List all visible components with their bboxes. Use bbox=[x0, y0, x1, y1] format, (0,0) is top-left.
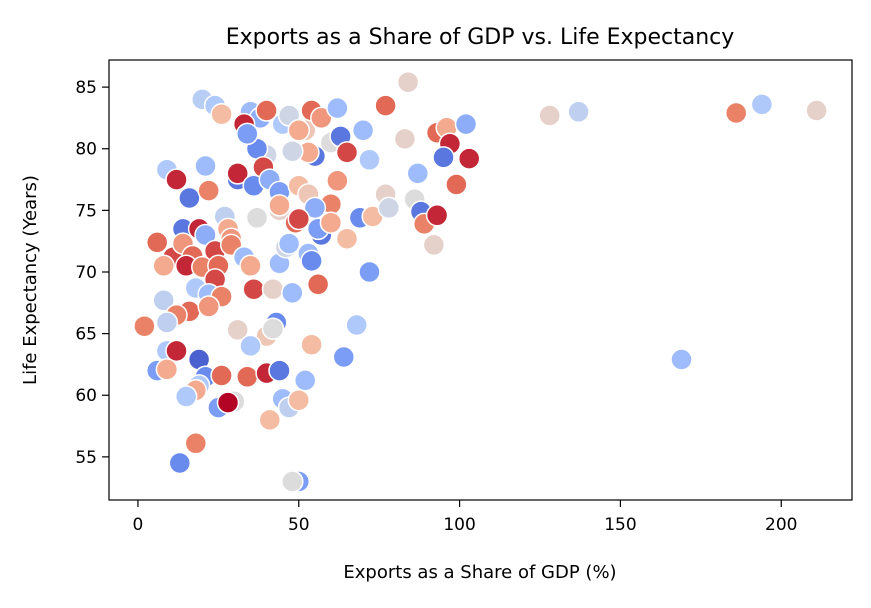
data-point bbox=[319, 211, 343, 234]
y-tick-label: 70 bbox=[75, 263, 97, 283]
data-point bbox=[155, 311, 179, 334]
y-tick-label: 60 bbox=[75, 386, 97, 406]
y-tick-label: 85 bbox=[75, 78, 97, 98]
data-point bbox=[165, 168, 188, 191]
data-point bbox=[268, 194, 291, 217]
data-point bbox=[351, 119, 375, 142]
x-tick-label: 0 bbox=[133, 515, 144, 535]
points-layer bbox=[133, 70, 828, 493]
data-point bbox=[335, 227, 359, 250]
y-axis-ticks: 55 60 65 70 75 80 85 bbox=[75, 78, 109, 468]
x-tick-label: 50 bbox=[288, 515, 310, 535]
data-point bbox=[174, 385, 198, 408]
data-point bbox=[152, 289, 175, 312]
data-point bbox=[210, 364, 233, 387]
data-point bbox=[197, 295, 220, 318]
y-tick-label: 80 bbox=[75, 140, 97, 160]
data-point bbox=[281, 139, 304, 163]
data-point bbox=[425, 204, 449, 227]
data-point bbox=[197, 179, 220, 202]
data-point bbox=[377, 196, 401, 220]
y-tick-label: 65 bbox=[75, 325, 97, 345]
data-point bbox=[194, 154, 217, 178]
data-point bbox=[293, 369, 317, 392]
data-point bbox=[145, 231, 169, 254]
data-point bbox=[805, 99, 828, 122]
data-point bbox=[281, 281, 304, 305]
data-point bbox=[261, 317, 285, 340]
data-point bbox=[358, 148, 381, 172]
axes-frame bbox=[108, 59, 853, 501]
data-point bbox=[326, 96, 349, 120]
data-point bbox=[226, 162, 249, 185]
y-tick-label: 55 bbox=[75, 448, 97, 468]
x-tick-label: 200 bbox=[765, 515, 797, 535]
data-point bbox=[236, 365, 259, 389]
data-point bbox=[393, 127, 417, 151]
data-point bbox=[332, 345, 356, 369]
data-point bbox=[538, 104, 561, 127]
data-point bbox=[445, 173, 468, 196]
data-point bbox=[406, 162, 430, 185]
data-point bbox=[242, 277, 265, 301]
x-axis-label: Exports as a Share of GDP (%) bbox=[343, 562, 616, 583]
x-tick-label: 100 bbox=[443, 515, 475, 535]
data-point bbox=[184, 432, 208, 455]
data-point bbox=[168, 451, 192, 475]
data-point bbox=[300, 249, 323, 273]
data-point bbox=[300, 333, 323, 356]
data-point bbox=[155, 358, 179, 381]
data-point bbox=[165, 339, 188, 363]
x-axis-ticks: 0 50 100 150 200 bbox=[133, 500, 797, 535]
data-point bbox=[454, 112, 478, 136]
data-point bbox=[374, 94, 397, 117]
data-point bbox=[226, 318, 249, 342]
y-tick-label: 75 bbox=[75, 201, 97, 221]
data-point bbox=[152, 254, 175, 278]
data-point bbox=[268, 359, 291, 382]
data-point bbox=[245, 206, 269, 230]
data-point bbox=[216, 391, 240, 414]
data-point bbox=[326, 169, 349, 193]
data-point bbox=[335, 141, 359, 164]
data-point bbox=[422, 233, 446, 257]
data-point bbox=[287, 207, 311, 231]
data-point bbox=[358, 260, 381, 284]
data-point bbox=[133, 314, 156, 338]
data-point bbox=[281, 470, 304, 493]
data-point bbox=[567, 100, 590, 124]
data-point bbox=[345, 313, 368, 337]
data-point bbox=[457, 147, 481, 170]
data-point bbox=[178, 186, 201, 210]
data-point bbox=[239, 334, 262, 358]
data-point bbox=[396, 70, 420, 94]
x-tick-label: 150 bbox=[604, 515, 636, 535]
data-point bbox=[261, 277, 285, 301]
data-point bbox=[287, 388, 311, 412]
data-point bbox=[236, 122, 259, 146]
data-point bbox=[287, 119, 311, 142]
data-point bbox=[670, 348, 693, 371]
data-point bbox=[310, 106, 333, 130]
data-point bbox=[306, 273, 330, 296]
data-point bbox=[255, 99, 278, 122]
data-point bbox=[724, 101, 748, 125]
data-point bbox=[277, 232, 301, 255]
data-point bbox=[239, 254, 262, 278]
y-axis-label: Life Expectancy (Years) bbox=[20, 175, 41, 385]
data-point bbox=[750, 93, 774, 116]
data-point bbox=[432, 146, 455, 169]
data-point bbox=[258, 408, 282, 432]
data-point bbox=[210, 102, 233, 126]
chart-title: Exports as a Share of GDP vs. Life Expec… bbox=[226, 25, 735, 50]
